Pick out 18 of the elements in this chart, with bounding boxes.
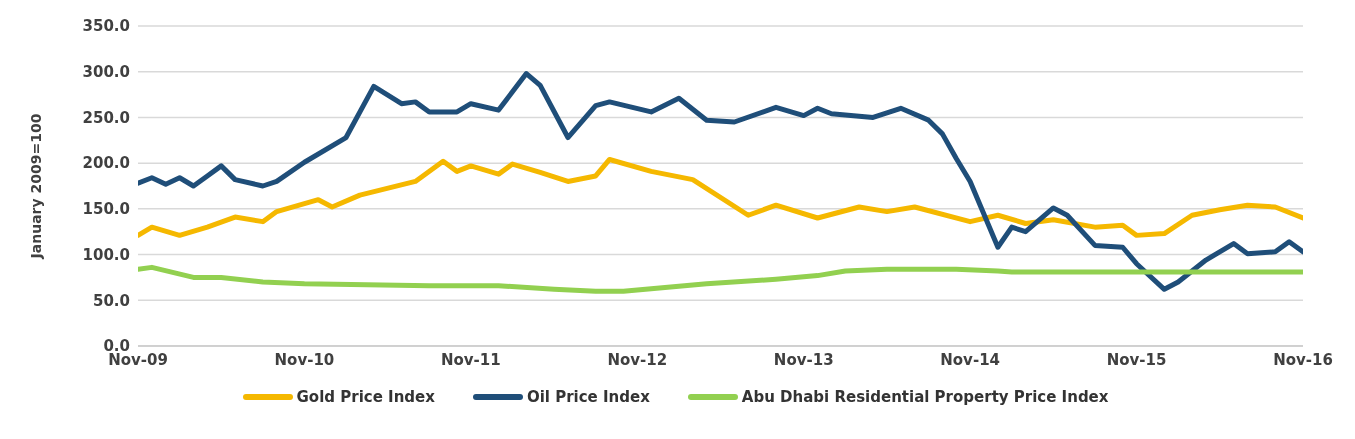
y-tick-label: 350.0 [82, 17, 130, 36]
y-tick-label: 100.0 [82, 245, 130, 264]
y-axis-title: January 2009=100 [27, 113, 44, 260]
legend-label: Gold Price Index [296, 388, 435, 406]
x-tick-label: Nov-15 [1106, 350, 1167, 369]
x-tick-label: Nov-11 [440, 350, 501, 369]
legend-label: Abu Dhabi Residential Property Price Index [741, 388, 1109, 406]
y-tick-label: 200.0 [82, 154, 130, 173]
legend-label: Oil Price Index [526, 388, 650, 406]
y-tick-label: 150.0 [82, 200, 130, 219]
x-tick-label: Nov-14 [940, 350, 1001, 369]
y-tick-label: 250.0 [82, 108, 130, 127]
y-tick-label: 300.0 [82, 63, 130, 82]
x-tick-label: Nov-13 [773, 350, 834, 369]
x-tick-label: Nov-12 [607, 350, 668, 369]
y-tick-label: 50.0 [92, 291, 130, 310]
x-tick-label: Nov-10 [274, 350, 335, 369]
x-tick-label: Nov-16 [1273, 350, 1333, 369]
